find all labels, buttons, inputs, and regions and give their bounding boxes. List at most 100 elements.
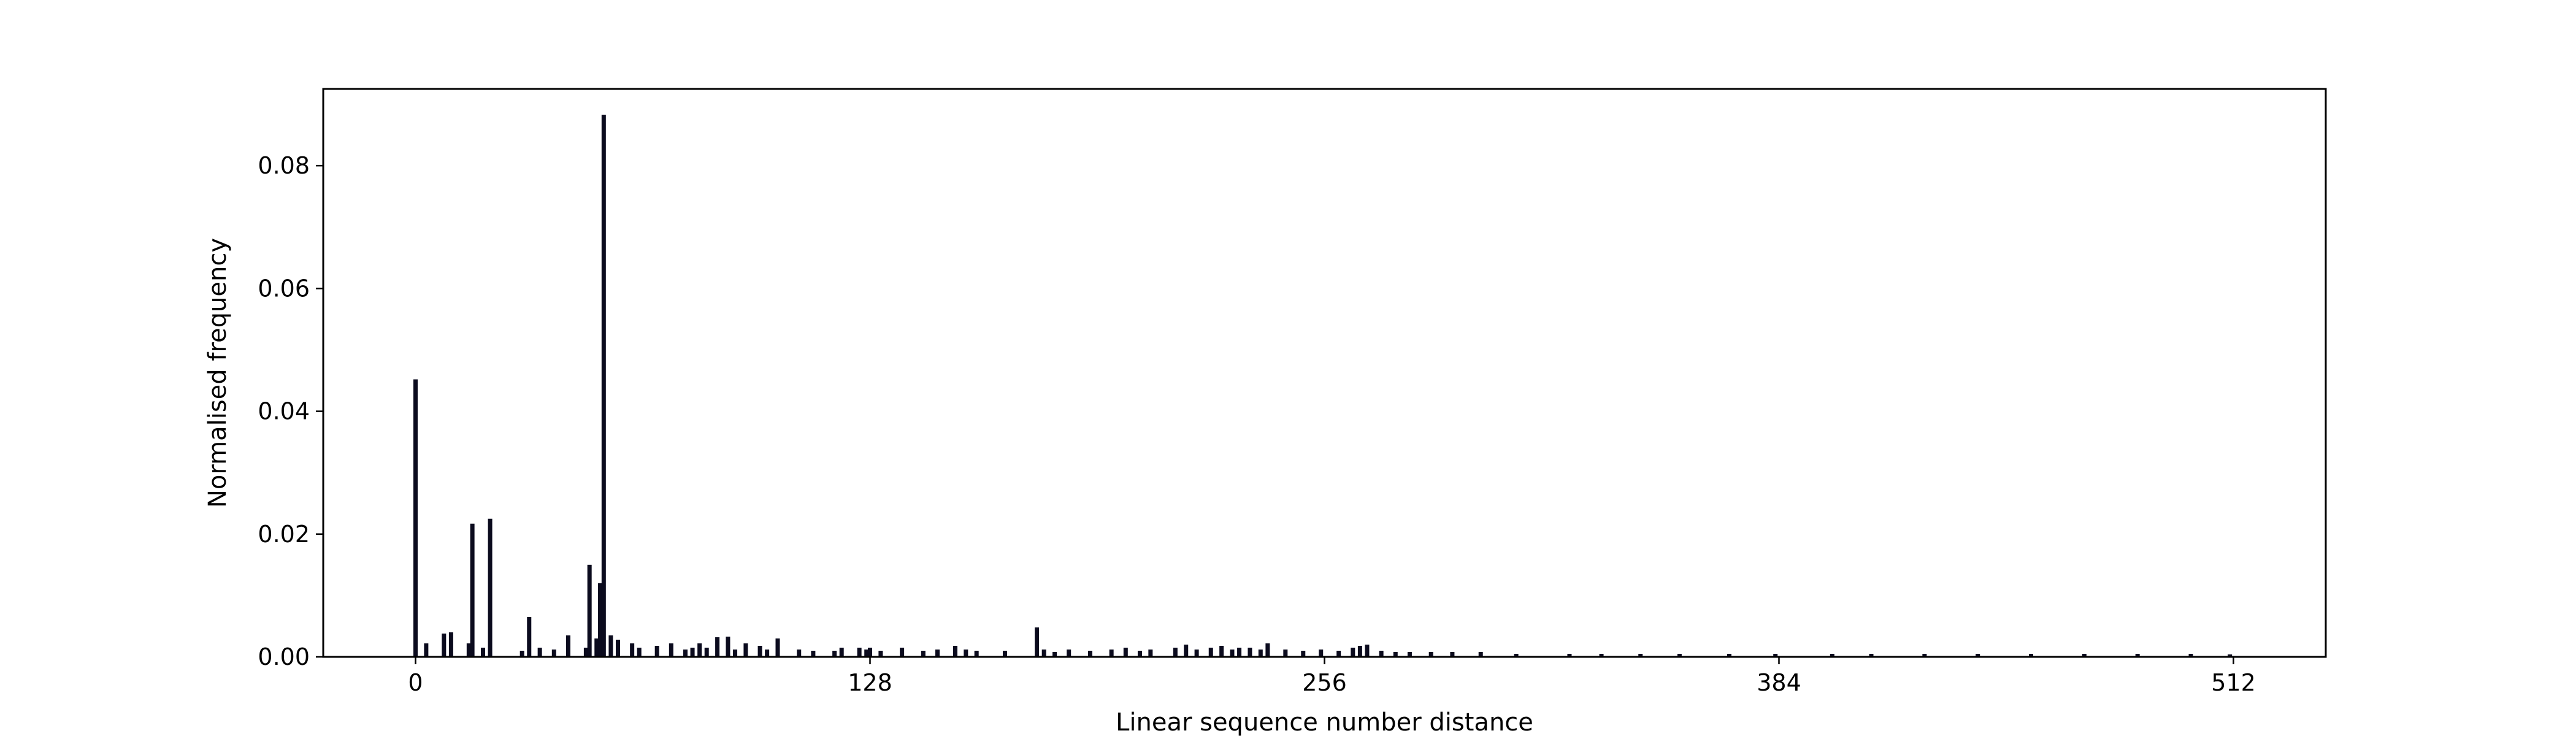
bar (1148, 649, 1153, 657)
bar (1002, 650, 1007, 657)
bar (1248, 647, 1252, 657)
bar (1393, 651, 1398, 657)
y-axis-label: Normalised frequency (204, 238, 232, 508)
bar (1869, 653, 1874, 657)
bar (442, 633, 447, 657)
bar (615, 639, 620, 657)
bar (637, 647, 642, 657)
bar (921, 650, 926, 657)
y-tick-label: 0.00 (258, 643, 310, 670)
bar (811, 650, 816, 657)
bar (715, 637, 720, 657)
bar (726, 636, 730, 657)
bar (832, 650, 837, 657)
bar (594, 638, 599, 657)
x-axis-ticks: 0 128 256 384 512 (408, 657, 2256, 696)
bar (448, 632, 453, 657)
bar (974, 650, 979, 657)
bar (964, 649, 968, 657)
bar (1677, 653, 1682, 657)
bar (1365, 644, 1370, 657)
bar (587, 564, 592, 657)
bar (1922, 653, 1927, 657)
bar (1265, 643, 1270, 657)
x-axis-label: Linear sequence number distance (1116, 708, 1533, 736)
bar (857, 647, 862, 657)
bar (1137, 650, 1142, 657)
bar (878, 650, 883, 657)
bar (953, 645, 957, 657)
bar (527, 616, 532, 657)
bar (1208, 647, 1213, 657)
x-tick-label: 0 (408, 669, 423, 696)
bar (598, 583, 603, 657)
bar (1514, 653, 1519, 657)
bar (1052, 651, 1057, 657)
bar (630, 643, 635, 657)
bar (1283, 649, 1288, 657)
bar (900, 647, 905, 657)
bar (1379, 650, 1384, 657)
bar (1067, 649, 1071, 657)
bar (601, 115, 606, 657)
bar (1830, 653, 1834, 657)
bar (481, 647, 486, 657)
bar (1109, 649, 1114, 657)
bar (1567, 653, 1572, 657)
bar (466, 643, 471, 657)
bar (583, 647, 588, 657)
bar (1638, 653, 1643, 657)
bar (864, 649, 869, 657)
bar (797, 649, 802, 657)
bar (1258, 649, 1263, 657)
y-tick-label: 0.02 (258, 521, 310, 548)
bar (1230, 649, 1235, 657)
bar (1407, 651, 1412, 657)
bar (935, 649, 940, 657)
x-tick-label: 128 (848, 669, 892, 696)
x-tick-label: 512 (2211, 669, 2256, 696)
bar (519, 650, 524, 657)
bar (743, 643, 748, 657)
bar (2228, 654, 2233, 657)
bar (551, 649, 556, 657)
bar (775, 638, 780, 657)
bar (669, 643, 673, 657)
bar (1599, 653, 1604, 657)
bar (1035, 627, 1040, 657)
bar (1428, 651, 1433, 657)
bar (1336, 650, 1341, 657)
bar (868, 647, 873, 657)
bar (654, 645, 659, 657)
bar (1319, 649, 1324, 657)
bar (1727, 653, 1731, 657)
bar (470, 523, 475, 657)
bar (1173, 647, 1178, 657)
bar (1087, 650, 1092, 657)
bar (1123, 647, 1128, 657)
bar (1041, 649, 1046, 657)
bar (1301, 650, 1306, 657)
bar (565, 635, 570, 657)
bar (704, 647, 709, 657)
bars-group (413, 115, 2233, 657)
x-tick-label: 256 (1302, 669, 1347, 696)
bar (537, 647, 542, 657)
bar (765, 649, 770, 657)
bar (697, 643, 702, 657)
bar (488, 518, 493, 657)
bar (1351, 647, 1355, 657)
bar (1194, 649, 1199, 657)
bar (1450, 651, 1455, 657)
bar (2188, 653, 2193, 657)
bar (2029, 653, 2034, 657)
bar (757, 645, 762, 657)
bar (1976, 653, 1980, 657)
bar (1184, 644, 1189, 657)
bar (683, 649, 688, 657)
bar (1773, 653, 1778, 657)
bar (608, 635, 613, 657)
bar (413, 379, 418, 657)
y-tick-label: 0.04 (258, 398, 310, 425)
